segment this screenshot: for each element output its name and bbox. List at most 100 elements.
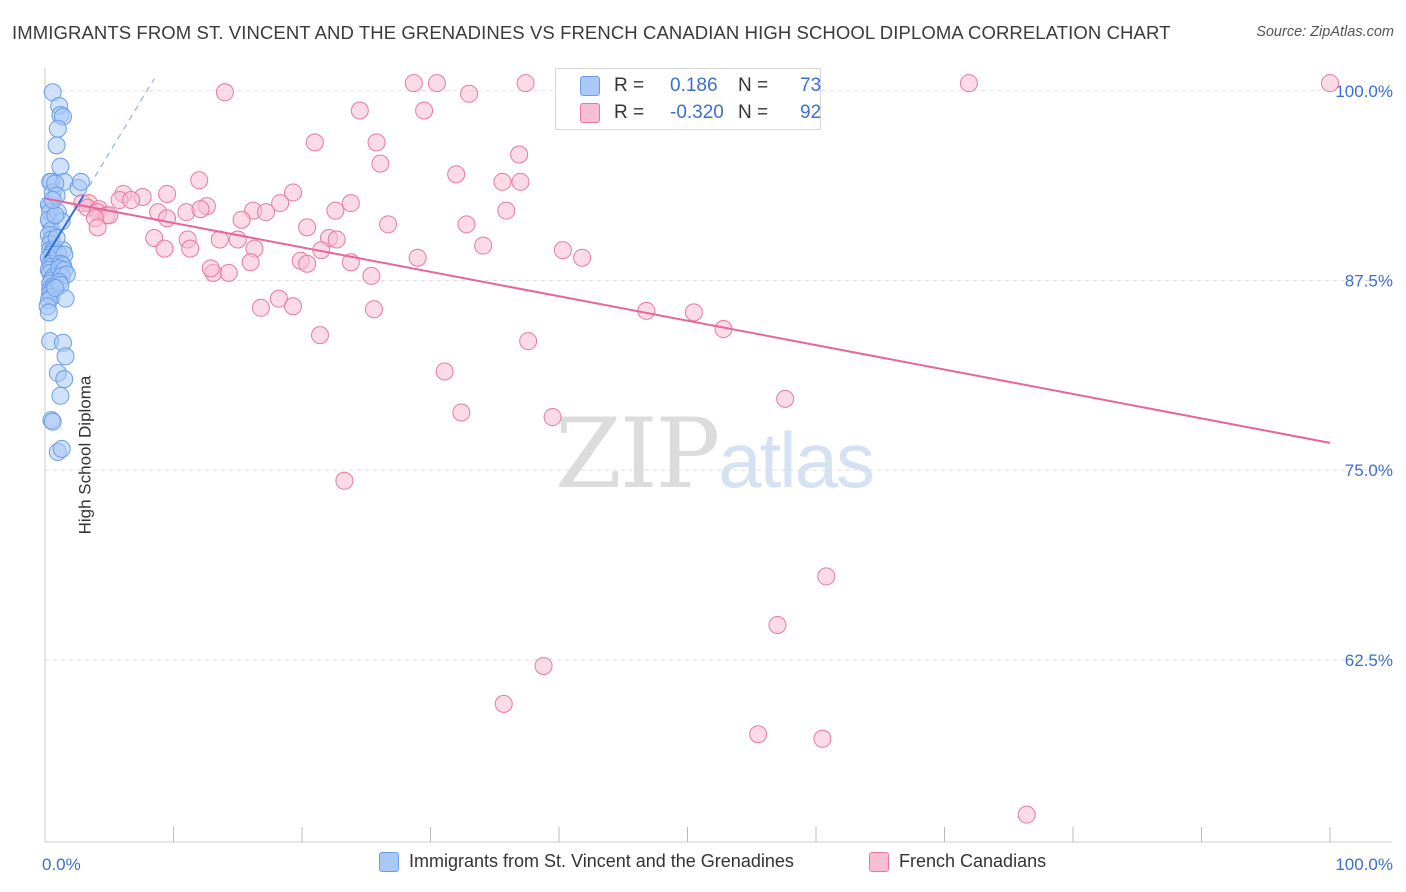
stats-n-value: 92 bbox=[800, 102, 822, 123]
stats-swatch-immigrants bbox=[580, 76, 600, 96]
immigrants-point bbox=[46, 206, 65, 225]
french-canadians-point bbox=[364, 300, 383, 319]
stats-legend-box: R = 0.186 N = 73 R = -0.320 N = 92 bbox=[555, 68, 821, 130]
french-canadians-point bbox=[404, 74, 423, 93]
french-canadians-trend-line bbox=[44, 197, 1331, 444]
french-canadians-point bbox=[305, 133, 324, 152]
french-canadians-point bbox=[379, 215, 398, 234]
legend-item-immigrants[interactable]: Immigrants from St. Vincent and the Gren… bbox=[379, 851, 794, 872]
french-canadians-point bbox=[768, 615, 787, 634]
french-canadians-point bbox=[310, 326, 329, 345]
source-label: Source: ZipAtlas.com bbox=[1256, 24, 1394, 40]
french-canadians-point bbox=[158, 209, 177, 228]
french-canadians-point bbox=[269, 289, 288, 308]
immigrants-point bbox=[48, 119, 67, 138]
y-tick-label: 100.0% bbox=[1335, 82, 1393, 101]
immigrants-point bbox=[71, 172, 90, 191]
x-tick-label-min: 0.0% bbox=[42, 855, 81, 874]
french-canadians-point bbox=[1321, 74, 1339, 93]
french-canadians-point bbox=[215, 83, 234, 102]
french-canadians-point bbox=[415, 101, 434, 120]
french-canadians-point bbox=[201, 259, 220, 278]
immigrants-point bbox=[52, 439, 71, 458]
immigrants-point bbox=[51, 157, 70, 176]
french-canadians-point bbox=[435, 362, 454, 381]
y-tick-label: 75.0% bbox=[1345, 461, 1393, 480]
french-canadians-point bbox=[813, 729, 832, 748]
stats-r-label: R = bbox=[614, 102, 645, 123]
french-canadians-point bbox=[298, 254, 317, 273]
french-canadians-point bbox=[232, 210, 251, 229]
french-canadians-point bbox=[284, 183, 303, 202]
immigrants-point bbox=[55, 370, 74, 389]
french-canadians-point bbox=[257, 203, 276, 222]
french-canadians-point bbox=[191, 200, 210, 219]
french-canadians-point bbox=[335, 471, 354, 490]
french-canadians-point bbox=[1017, 805, 1036, 824]
french-canadians-point bbox=[298, 218, 317, 237]
french-canadians-point bbox=[573, 248, 592, 267]
french-canadians-point bbox=[511, 172, 530, 191]
french-canadians-point bbox=[493, 172, 512, 191]
french-canadians-point bbox=[516, 74, 535, 93]
legend-swatch-french-canadians bbox=[869, 851, 889, 872]
french-canadians-point bbox=[684, 303, 703, 322]
french-canadians-point bbox=[959, 74, 978, 93]
stats-n-label: N = bbox=[738, 102, 769, 123]
legend-item-french-canadians[interactable]: French Canadians bbox=[869, 851, 1046, 872]
french-canadians-point bbox=[327, 230, 346, 249]
immigrants-point bbox=[56, 347, 75, 366]
french-canadians-point bbox=[510, 145, 529, 164]
french-canadians-point bbox=[241, 253, 260, 272]
french-canadians-point bbox=[341, 194, 360, 213]
legend-swatch-immigrants bbox=[379, 851, 399, 872]
stats-n-label: N = bbox=[738, 75, 769, 96]
french-canadians-point bbox=[350, 101, 369, 120]
french-canadians-point bbox=[219, 263, 238, 282]
french-canadians-point bbox=[158, 184, 177, 203]
french-canadians-point bbox=[452, 403, 471, 422]
watermark-zip: ZIP bbox=[555, 398, 720, 510]
french-canadians-point bbox=[543, 408, 562, 427]
immigrants-trend-line-extension bbox=[83, 78, 155, 196]
french-canadians-point bbox=[817, 567, 836, 586]
immigrants-point bbox=[51, 386, 70, 405]
french-canadians-point bbox=[122, 191, 141, 210]
french-canadians-point bbox=[553, 241, 572, 260]
french-canadians-point bbox=[534, 656, 553, 675]
french-canadians-point bbox=[474, 236, 493, 255]
french-canadians-point bbox=[284, 297, 303, 316]
y-tick-label: 87.5% bbox=[1345, 271, 1393, 290]
french-canadians-point bbox=[271, 194, 290, 213]
french-canadians-point bbox=[408, 248, 427, 267]
stats-r-value: 0.186 bbox=[670, 75, 718, 96]
legend-label-french-canadians: French Canadians bbox=[899, 851, 1047, 871]
french-canadians-point bbox=[497, 201, 516, 220]
watermark-atlas: atlas bbox=[718, 416, 875, 504]
french-canadians-point bbox=[190, 171, 209, 190]
french-canadians-point bbox=[457, 215, 476, 234]
french-canadians-point bbox=[776, 389, 795, 408]
french-canadians-point bbox=[181, 239, 200, 258]
stats-swatch-french-canadians bbox=[580, 103, 600, 123]
legend-label-immigrants: Immigrants from St. Vincent and the Gren… bbox=[409, 851, 794, 871]
immigrants-trend-line bbox=[44, 194, 85, 259]
french-canadians-point bbox=[326, 201, 345, 220]
stats-r-value: -0.320 bbox=[670, 102, 724, 123]
french-canadians-point bbox=[460, 84, 479, 103]
french-canadians-point bbox=[494, 694, 513, 713]
french-canadians-point bbox=[251, 298, 270, 317]
french-canadians-point bbox=[155, 239, 174, 258]
stats-n-value: 73 bbox=[800, 75, 822, 96]
french-canadians-point bbox=[88, 218, 107, 237]
french-canadians-point bbox=[371, 154, 390, 173]
immigrants-point bbox=[39, 303, 58, 322]
immigrants-point bbox=[43, 412, 62, 431]
stats-r-label: R = bbox=[614, 75, 645, 96]
y-axis-title: High School Diploma bbox=[75, 375, 95, 535]
immigrants-point bbox=[47, 136, 66, 155]
french-canadians-point bbox=[519, 332, 538, 351]
french-canadians-point bbox=[427, 74, 446, 93]
french-canadians-point bbox=[749, 725, 768, 744]
